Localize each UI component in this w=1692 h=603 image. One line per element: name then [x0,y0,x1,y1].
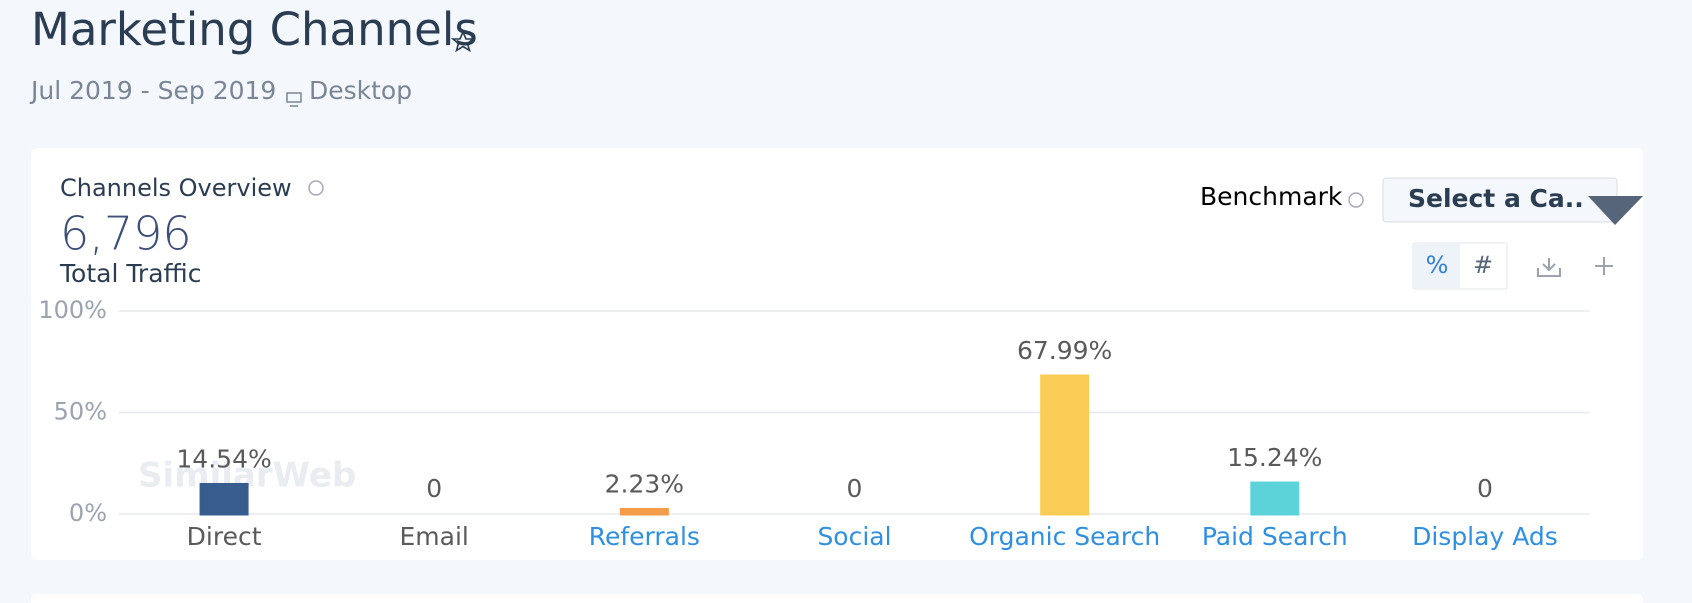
y-tick-label: 0% [69,499,107,527]
x-tick-label[interactable]: Display Ads [1412,522,1558,551]
total-traffic-label: Total Traffic [59,259,201,288]
next-card [31,594,1643,603]
bar [1040,374,1090,516]
toggle-number[interactable]: # [1473,251,1493,279]
dropdown-arrow[interactable] [1588,196,1643,225]
info-icon[interactable] [1348,192,1364,208]
value-label: 0 [847,474,863,503]
x-tick-label[interactable]: Referrals [589,522,700,551]
y-tick-label: 50% [54,398,107,426]
value-label: 0 [426,474,442,503]
value-label: 14.54% [176,444,271,473]
benchmark-label: Benchmark [1200,182,1343,211]
device: Desktop [309,76,412,105]
total-traffic-value: 6,796 [60,207,192,261]
bar [199,482,249,516]
bar [619,507,669,516]
y-tick-label: 100% [38,296,107,324]
date-range: Jul 2019 - Sep 2019 [29,76,276,105]
value-label: 2.23% [605,469,684,498]
download-icon[interactable] [1537,258,1561,277]
x-tick-label[interactable]: Organic Search [969,522,1160,551]
favorite-star[interactable] [450,29,476,53]
toggle-active [1414,244,1460,288]
bar [1250,481,1300,516]
page-title: Marketing Channels [31,3,478,56]
desktop-icon [286,92,302,103]
x-tick-label[interactable]: Paid Search [1202,522,1348,551]
toggle-percent[interactable]: % [1426,251,1449,279]
x-tick-label: Email [400,522,469,551]
value-label: 0 [1477,474,1493,503]
card [31,148,1643,560]
value-label: 67.99% [1017,336,1112,365]
benchmark-select-text[interactable]: Select a Ca.. [1408,184,1584,213]
info-icon[interactable] [308,180,324,196]
add-icon[interactable] [1595,257,1613,275]
value-label: 15.24% [1227,443,1322,472]
x-tick-label[interactable]: Social [817,522,891,551]
x-tick-label: Direct [187,522,262,551]
card-title: Channels Overview [60,174,292,202]
